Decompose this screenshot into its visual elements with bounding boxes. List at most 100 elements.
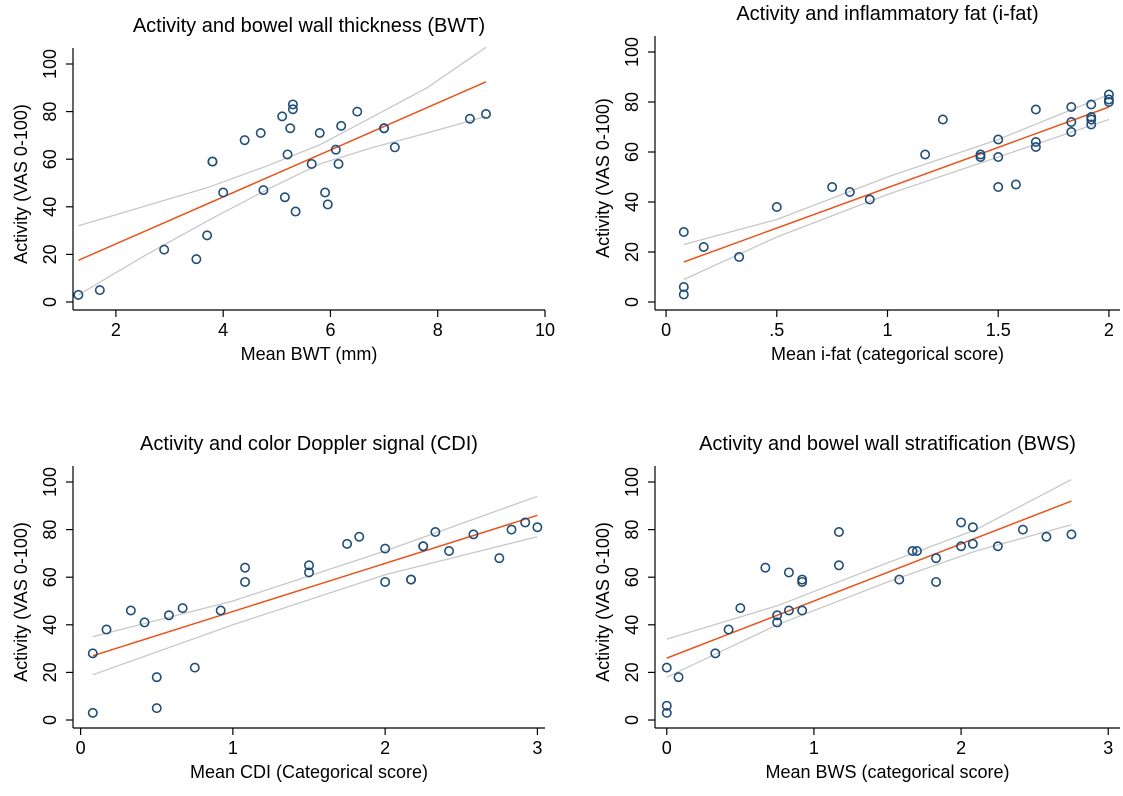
data-point	[993, 152, 1004, 163]
data-point	[975, 152, 986, 163]
data-point	[734, 252, 745, 263]
data-point	[320, 187, 331, 198]
data-point	[151, 672, 162, 683]
x-tick-label: 8	[433, 320, 443, 340]
y-axis-label: Activity (VAS 0-100)	[593, 522, 613, 682]
data-point	[494, 553, 505, 564]
y-tick-label: 0	[40, 297, 60, 307]
data-point	[379, 123, 390, 134]
data-point	[282, 149, 293, 160]
y-tick-label: 100	[622, 467, 642, 497]
fit-line	[92, 514, 538, 657]
data-point	[380, 543, 391, 554]
scatter-panel-2: Activity and inflammatory fat (i-fat)020…	[593, 3, 1120, 364]
y-tick-label: 60	[622, 142, 642, 162]
data-point	[352, 106, 363, 117]
data-point	[956, 541, 967, 552]
ci-upper-line	[683, 93, 1110, 246]
data-point	[342, 538, 353, 549]
data-point	[354, 531, 365, 542]
ci-lower-line	[666, 524, 1072, 678]
data-point	[931, 576, 942, 587]
data-point	[783, 567, 794, 578]
data-point	[661, 707, 672, 718]
data-point	[87, 648, 98, 659]
data-point	[520, 517, 531, 528]
ci-upper-line	[666, 479, 1072, 640]
data-point	[207, 156, 218, 167]
x-tick-label: 1	[809, 738, 819, 758]
y-tick-label: 40	[622, 192, 642, 212]
data-point	[418, 541, 429, 552]
data-point	[735, 603, 746, 614]
data-point	[151, 703, 162, 714]
data-point	[215, 605, 226, 616]
data-point	[202, 230, 213, 241]
data-point	[73, 289, 84, 300]
data-point	[1017, 524, 1028, 535]
data-point	[277, 111, 288, 122]
data-point	[290, 206, 301, 217]
x-axis-label: Mean i-fat (categorical score)	[771, 344, 1004, 364]
y-axis-label: Activity (VAS 0-100)	[11, 522, 31, 682]
data-point	[94, 285, 105, 296]
data-point	[967, 522, 978, 533]
data-point	[532, 522, 543, 533]
y-tick-label: 80	[40, 102, 60, 122]
data-point	[937, 114, 948, 125]
data-point	[827, 182, 838, 193]
data-point	[218, 187, 229, 198]
data-point	[661, 700, 672, 711]
data-point	[380, 576, 391, 587]
panel-title: Activity and bowel wall thickness (BWT)	[133, 15, 485, 37]
data-point	[430, 526, 441, 537]
ci-lower-line	[92, 536, 538, 676]
data-point	[314, 128, 325, 139]
panel-title: Activity and bowel wall stratification (…	[699, 433, 1076, 455]
data-point	[330, 144, 341, 155]
ci-lower-line	[683, 118, 1110, 281]
x-tick-label: .5	[769, 320, 784, 340]
y-tick-label: 100	[622, 37, 642, 67]
x-tick-label: 3	[1103, 738, 1113, 758]
x-tick-label: 1	[228, 738, 238, 758]
scatter-panel-4: Activity and bowel wall stratification (…	[593, 433, 1120, 782]
data-point	[967, 538, 978, 549]
y-tick-label: 40	[622, 615, 642, 635]
data-point	[956, 517, 967, 528]
y-tick-label: 0	[40, 715, 60, 725]
y-tick-label: 100	[40, 467, 60, 497]
data-point	[139, 617, 150, 628]
x-tick-label: 6	[325, 320, 335, 340]
data-point	[389, 142, 400, 153]
y-tick-label: 0	[622, 715, 642, 725]
y-tick-label: 20	[622, 662, 642, 682]
y-tick-label: 40	[40, 197, 60, 217]
data-point	[1030, 104, 1041, 115]
data-point	[1066, 102, 1077, 113]
data-point	[191, 254, 202, 265]
y-tick-label: 60	[622, 567, 642, 587]
x-axis-label: Mean BWS (categorical score)	[765, 762, 1009, 782]
y-tick-label: 0	[622, 297, 642, 307]
y-tick-label: 20	[40, 662, 60, 682]
x-tick-label: 1	[882, 320, 892, 340]
y-tick-label: 40	[40, 615, 60, 635]
x-axis-label: Mean BWT (mm)	[241, 344, 378, 364]
x-tick-label: 2	[1104, 320, 1114, 340]
x-tick-label: 0	[76, 738, 86, 758]
x-tick-label: 4	[218, 320, 228, 340]
x-tick-label: 0	[662, 738, 672, 758]
data-point	[1066, 127, 1077, 138]
data-point	[240, 562, 251, 573]
x-axis-label: Mean CDI (Categorical score)	[190, 762, 428, 782]
y-tick-label: 60	[40, 149, 60, 169]
data-point	[287, 104, 298, 115]
ci-upper-line	[92, 495, 538, 638]
data-point	[1066, 529, 1077, 540]
x-tick-label: 2	[111, 320, 121, 340]
data-point	[920, 149, 931, 160]
data-point	[287, 99, 298, 110]
data-point	[833, 526, 844, 537]
data-point	[333, 158, 344, 169]
